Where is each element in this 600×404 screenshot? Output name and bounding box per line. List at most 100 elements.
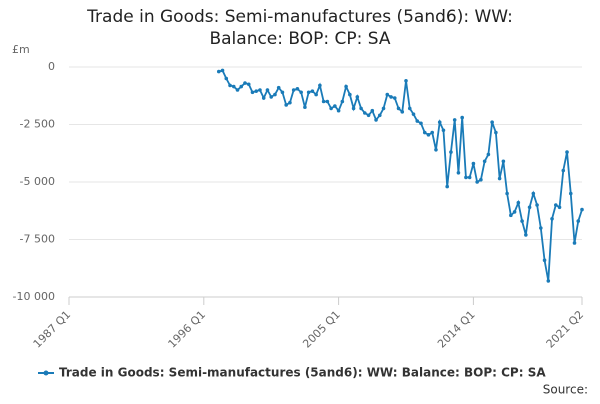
point xyxy=(456,171,461,175)
point xyxy=(542,258,547,263)
point xyxy=(467,175,472,180)
point xyxy=(419,121,423,126)
point xyxy=(505,191,509,196)
source: Source: xyxy=(543,383,588,397)
point xyxy=(531,191,536,196)
point xyxy=(512,210,517,214)
point xyxy=(295,87,300,91)
y-axis-label: £m xyxy=(12,43,30,56)
point xyxy=(392,96,397,100)
point xyxy=(318,83,322,88)
point xyxy=(471,161,476,166)
point xyxy=(449,150,453,154)
point xyxy=(452,118,457,122)
point xyxy=(288,100,292,105)
point xyxy=(224,76,229,81)
point xyxy=(441,128,446,133)
point xyxy=(580,207,584,212)
point xyxy=(291,88,296,92)
point xyxy=(381,106,386,111)
y-tick-label: -10 000 xyxy=(13,290,55,303)
point xyxy=(460,115,464,120)
point xyxy=(258,88,262,92)
point xyxy=(235,88,240,92)
point xyxy=(494,130,498,135)
point xyxy=(553,203,558,207)
x-tick-label: 2005 Q1 xyxy=(300,308,343,351)
chart-title: Trade in Goods: Semi-manufactures (5and6… xyxy=(87,7,513,49)
point xyxy=(366,113,371,118)
point xyxy=(355,95,360,99)
point xyxy=(561,168,566,173)
point xyxy=(576,219,581,223)
point xyxy=(370,108,375,113)
point xyxy=(269,95,274,99)
point xyxy=(216,69,221,74)
point xyxy=(546,279,551,283)
point xyxy=(303,105,307,110)
point xyxy=(314,92,318,97)
point xyxy=(325,99,330,104)
point xyxy=(228,83,232,88)
series-line xyxy=(218,69,583,282)
point xyxy=(482,159,487,164)
point xyxy=(400,110,405,114)
point xyxy=(539,226,543,230)
point xyxy=(265,88,270,92)
point xyxy=(509,213,513,218)
x-tick-label: 2021 Q2 xyxy=(544,308,587,351)
point xyxy=(340,99,345,104)
point xyxy=(464,175,468,180)
legend-label: Trade in Goods: Semi-manufactures (5and6… xyxy=(59,366,546,380)
point xyxy=(336,108,341,113)
point xyxy=(306,90,311,95)
point xyxy=(475,180,479,184)
point xyxy=(520,219,524,223)
point xyxy=(231,84,236,89)
y-tick-label: 0 xyxy=(48,60,55,73)
y-tick-label: -2 500 xyxy=(20,118,55,131)
point xyxy=(527,205,532,210)
point xyxy=(374,118,378,122)
point xyxy=(501,159,506,164)
point xyxy=(426,133,431,137)
point xyxy=(445,184,449,189)
point xyxy=(404,79,408,83)
point xyxy=(344,84,348,89)
point xyxy=(276,85,281,90)
point xyxy=(351,106,356,111)
point xyxy=(273,92,277,97)
point xyxy=(434,148,438,152)
point xyxy=(359,106,363,111)
point xyxy=(486,152,491,157)
point xyxy=(389,95,393,99)
point xyxy=(568,191,573,196)
x-tick-label: 1996 Q1 xyxy=(166,308,209,351)
point xyxy=(348,92,352,97)
point xyxy=(310,89,315,93)
point xyxy=(497,176,502,181)
point xyxy=(422,130,427,135)
point xyxy=(565,150,569,154)
point xyxy=(550,217,554,221)
point xyxy=(239,84,244,89)
point xyxy=(246,82,251,87)
point xyxy=(524,233,528,237)
point xyxy=(254,89,259,93)
point xyxy=(437,120,442,124)
y-tick-label: -5 000 xyxy=(20,175,55,188)
point xyxy=(333,104,337,108)
point xyxy=(250,90,255,95)
point xyxy=(557,205,562,210)
x-tick-label: 2014 Q1 xyxy=(435,308,478,351)
point xyxy=(407,106,412,111)
point xyxy=(516,200,521,205)
point xyxy=(299,90,303,95)
point xyxy=(329,106,333,111)
point xyxy=(243,81,247,85)
point xyxy=(490,120,494,124)
point xyxy=(396,106,401,111)
point xyxy=(572,241,577,245)
y-tick-label: -7 500 xyxy=(20,233,55,246)
